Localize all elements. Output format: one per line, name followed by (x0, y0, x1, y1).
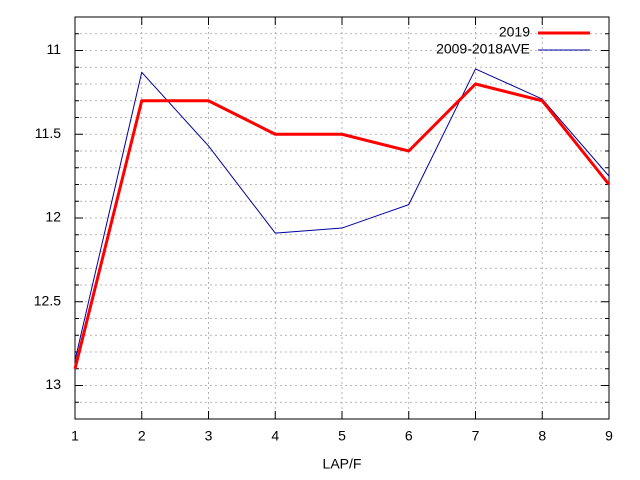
y-tick-label: 11.5 (35, 125, 61, 141)
x-tick-label: 5 (338, 428, 346, 444)
x-tick-label: 3 (205, 428, 213, 444)
y-tick-label: 12.5 (34, 292, 61, 308)
x-tick-label: 8 (538, 428, 546, 444)
y-tick-label: 11 (46, 41, 61, 57)
y-tick-label: 13 (45, 376, 61, 392)
x-tick-label: 7 (472, 428, 480, 444)
x-tick-label: 9 (605, 428, 613, 444)
y-tick-label: 12 (45, 209, 61, 225)
x-tick-label: 1 (71, 428, 79, 444)
series-line (73, 82, 611, 370)
legend-label: 2019 (499, 24, 530, 40)
legend-label: 2009-2018AVE (436, 41, 530, 57)
x-axis-label: LAP/F (323, 456, 362, 472)
x-tick-label: 4 (271, 428, 279, 444)
x-tick-label: 2 (138, 428, 146, 444)
series-line (74, 68, 610, 361)
x-tick-label: 6 (405, 428, 413, 444)
plot-border (74, 16, 610, 420)
